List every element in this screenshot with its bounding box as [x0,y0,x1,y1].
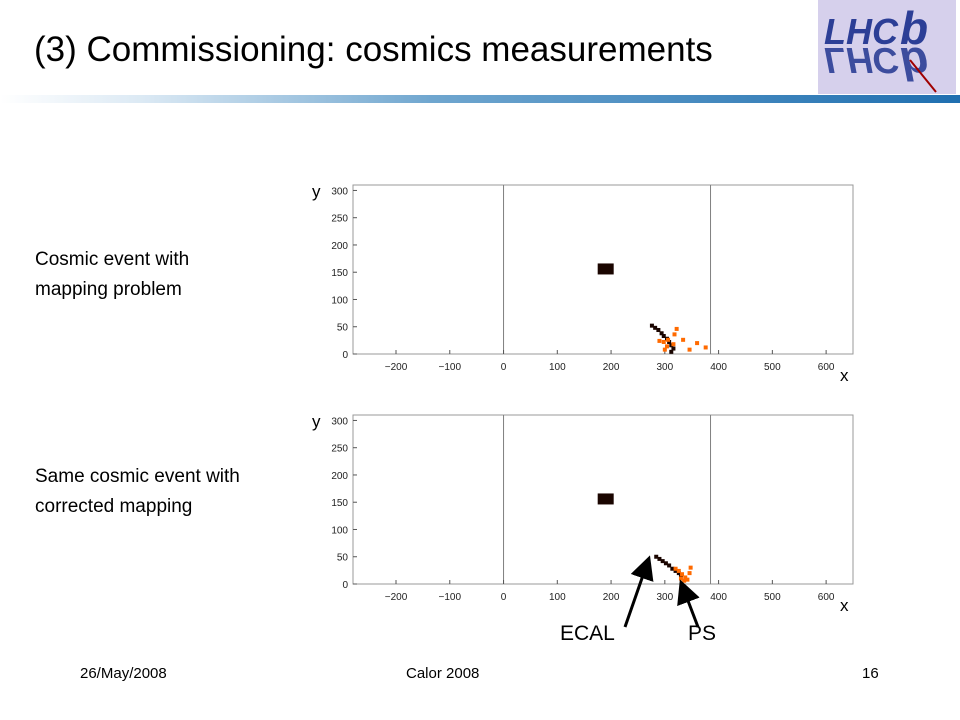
title-underline-bar [0,95,960,103]
event-display-corrected-mapping: −200 −100 0 100 200 300 400 500 600 0 50 100 150 200 2… [331,414,854,603]
y-tick-label: 300 [331,186,348,197]
y-tick-label: 100 [331,525,348,536]
ps-arrow [677,579,700,628]
cell-hit [703,345,708,350]
y-tick-label: 250 [331,444,348,455]
large-cell-hit [597,493,614,505]
cell-hit [676,568,681,573]
cell-hit [681,337,686,342]
footer-date: 26/May/2008 [80,665,167,682]
cell-hit [669,343,674,348]
svg-text:LHC: LHC [824,40,899,81]
x-tick-label: 400 [710,592,727,603]
x-tick-label: 200 [603,592,620,603]
x-axis-letter: x [840,596,849,615]
y-tick-label: 200 [331,471,348,482]
y-tick-label: 0 [342,350,348,361]
x-tick-label: 100 [549,592,566,603]
cell-hit [666,337,671,342]
cell-hit [659,331,664,336]
y-tick-label: 50 [337,553,349,564]
footer-page-number: 16 [862,665,879,682]
footer-conference: Calor 2008 [406,665,480,682]
caption-line: mapping problem [35,279,182,300]
caption-corrected-mapping: Same cosmic event with corrected mapping [35,462,240,522]
cell-hit [673,568,678,573]
x-tick-label: 300 [656,362,673,373]
cell-hit [663,561,668,566]
y-tick-label: 200 [331,241,348,252]
cell-hit [661,334,666,339]
cell-hit [649,323,654,328]
large-cell-hit [597,263,614,275]
caption-line: Same cosmic event with [35,466,240,487]
cell-hit [680,572,685,577]
cell-hit [688,565,693,570]
x-tick-label: −200 [385,592,408,603]
annotation-arrows [623,555,700,628]
event-display-mapping-problem: −200 −100 0 100 200 300 400 500 600 0 50 100 150 200 2… [331,184,854,373]
cell-hit [667,340,672,345]
cell-hit [673,566,678,571]
cell-hit [661,340,666,345]
cell-hit [657,338,662,343]
ecal-arrow [623,555,654,628]
cell-hit [660,559,665,564]
cell-hit [664,344,669,349]
cell-hit [670,566,675,571]
x-tick-label: 0 [501,592,507,603]
cell-hit [687,347,692,352]
cell-hit [676,571,681,576]
cell-hit [672,332,677,337]
x-tick-label: −200 [385,362,408,373]
y-tick-label: 50 [337,323,349,334]
cell-hit [653,325,658,330]
x-axis-letter: x [840,366,849,385]
svg-text:LHC: LHC [824,11,899,52]
cell-hit [667,563,672,568]
y-tick-label: 150 [331,498,348,509]
x-tick-label: 0 [501,362,507,373]
y-axis-letter: y [312,412,321,431]
x-tick-label: −100 [439,362,462,373]
cell-hit [662,347,667,352]
cell-hit [654,554,659,559]
ecal-label: ECAL [560,622,615,645]
x-tick-label: 200 [603,362,620,373]
y-tick-label: 0 [342,580,348,591]
x-tick-label: 600 [818,592,835,603]
cell-hit [695,341,700,346]
cell-hit [683,575,688,580]
lhcb-logo-text: LHC b LHC b [824,2,928,90]
caption-line: corrected mapping [35,496,193,517]
cell-hit [687,571,692,576]
cell-hit [669,349,674,354]
x-tick-label: 100 [549,362,566,373]
x-tick-label: 400 [710,362,727,373]
y-axis-letter: y [312,182,321,201]
cell-hit [678,576,683,581]
cell-hit [671,342,676,347]
cell-hit [657,556,662,561]
y-tick-label: 250 [331,214,348,225]
y-tick-label: 100 [331,295,348,306]
x-tick-label: 600 [818,362,835,373]
caption-mapping-problem: Cosmic event with mapping problem [35,245,189,305]
x-tick-label: 500 [764,592,781,603]
caption-line: Cosmic event with [35,249,190,270]
cell-hit [674,326,679,331]
y-tick-label: 150 [331,268,348,279]
cell-hit [656,328,661,333]
x-tick-label: −100 [439,592,462,603]
y-tick-label: 300 [331,416,348,427]
x-tick-label: 500 [764,362,781,373]
cell-hit [671,346,676,351]
lhcb-logo: LHC b LHC b [818,0,956,94]
slide-title: (3) Commissioning: cosmics measurements [34,30,713,69]
x-tick-label: 300 [656,592,673,603]
svg-text:b: b [900,2,928,54]
ps-label: PS [688,622,717,645]
